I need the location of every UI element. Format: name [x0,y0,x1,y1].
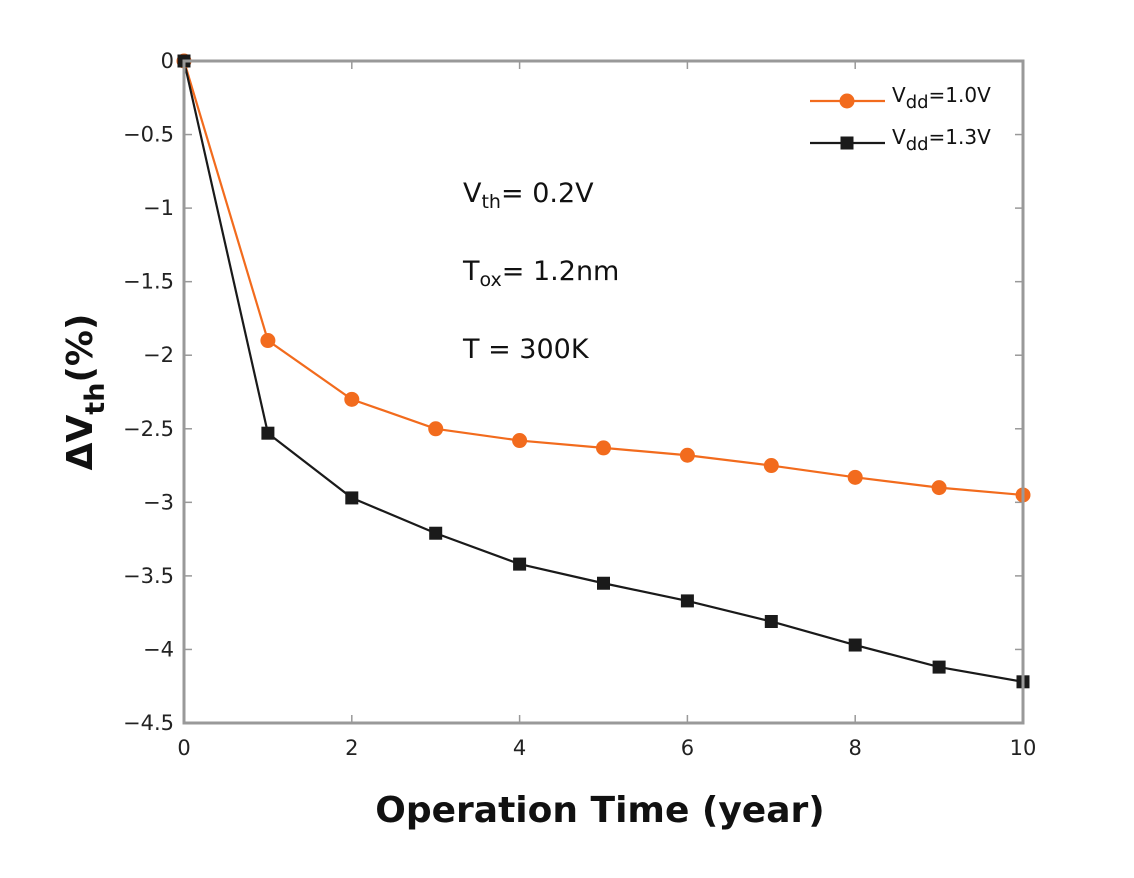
data-point-2 [429,526,443,540]
annotation-text-base: T [462,256,480,287]
x-axis: 0 2 4 6 8 10 [177,61,1036,760]
y-axis-title-suffix: (%) [60,314,101,383]
annotation-text-base: T = 300K [462,334,590,365]
annotation-block: Vth= 0.2V Tox= 1.2nm T = 300K [462,178,619,365]
legend-marker-1 [839,93,855,109]
x-axis-title: Operation Time (year) [375,790,824,831]
legend-label-1-sub: dd [906,92,929,113]
data-point-1 [847,469,863,485]
data-point-1 [344,391,360,407]
annotation-text-sub: th [481,191,501,213]
annotation-text-base: V [463,178,482,209]
x-tick-label: 10 [1010,736,1037,760]
data-point-2 [597,576,610,590]
data-point-2 [345,491,359,505]
data-point-2 [932,660,946,674]
y-tick-label: −3.5 [123,564,174,588]
annotation-text: Vth= 0.2V [463,178,594,213]
y-tick-label: −1.5 [123,270,174,294]
x-tick-label: 2 [345,736,358,760]
legend-label-2: Vdd=1.3V [892,125,991,155]
data-point-1 [596,440,611,456]
legend-label-1-base: V [892,83,906,107]
y-axis-title: ΔVth(%) [60,314,111,471]
plot-frame [182,59,1025,725]
data-point-1 [512,433,528,449]
legend-label-2-sub: dd [906,134,929,155]
plot-series [176,53,1031,689]
y-tick-label: −2.5 [123,417,174,441]
legend-label-1-suffix: =1.0V [929,83,992,107]
data-point-1 [428,421,444,437]
data-point-1 [931,480,947,496]
annotation-text-sub: ox [480,269,502,291]
y-axis-title-sub: th [80,383,111,415]
x-tick-label: 8 [849,736,862,760]
annotation-text: T = 300K [462,334,590,365]
x-tick-label: 0 [177,736,190,760]
annotation-text: Tox= 1.2nm [462,256,619,291]
y-tick-label: −1 [143,196,174,220]
y-axis-title-base: ΔV [60,415,101,471]
y-tick-label: −2 [143,343,174,367]
data-point-1 [260,333,276,349]
data-point-2 [261,426,275,440]
legend-label-1: Vdd=1.0V [892,83,991,113]
data-point-2 [764,614,778,628]
y-tick-label: −4 [143,637,174,661]
y-axis: 0 −0.5 −1 −1.5 −2 −2.5 −3 −3.5 −4 −4.5 [123,49,1023,735]
data-point-2 [513,557,527,571]
data-point-1 [763,458,779,474]
legend-label-2-base: V [892,125,906,149]
x-tick-label: 4 [513,736,526,760]
annotation-text-suffix: = 1.2nm [502,256,620,287]
legend-marker-2 [840,136,854,150]
annotation-text-suffix: = 0.2V [501,178,594,209]
data-point-2 [848,638,862,652]
data-point-1 [679,447,695,463]
y-tick-label: −4.5 [123,711,174,735]
x-tick-label: 6 [681,736,694,760]
y-tick-label: −0.5 [123,123,174,147]
data-point-2 [680,594,694,608]
y-tick-label: −3 [143,490,174,514]
y-tick-label: 0 [161,49,174,73]
legend-label-2-suffix: =1.3V [929,125,992,149]
